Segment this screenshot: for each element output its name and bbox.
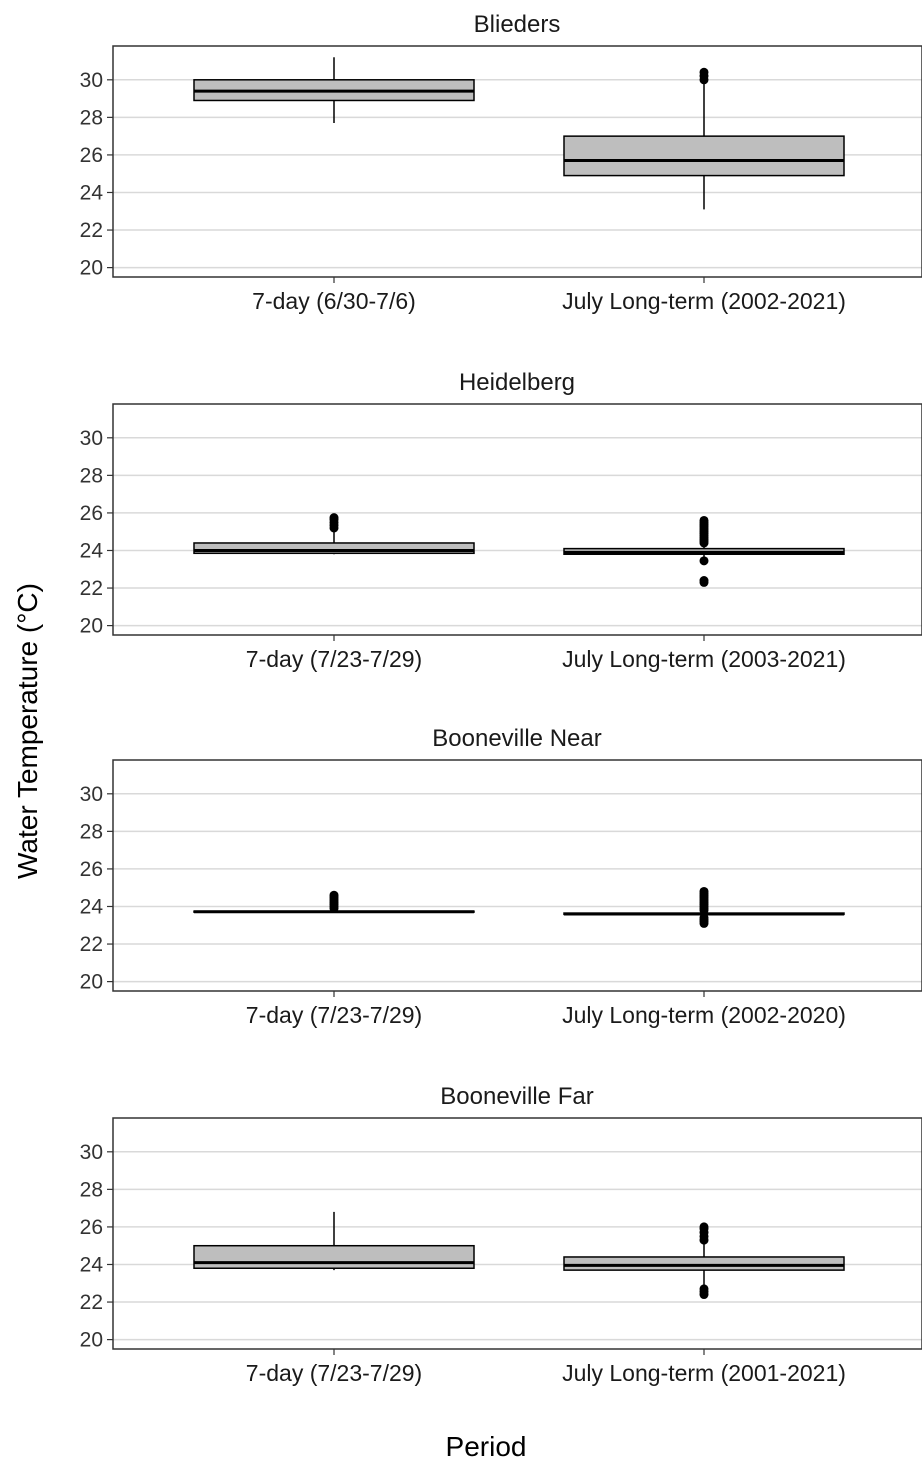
y-tick-label: 22 (80, 1291, 103, 1314)
x-tick-label: July Long-term (2001-2021) (562, 1360, 846, 1386)
y-tick-label: 24 (80, 1253, 104, 1276)
panels: Blieders 20 22 24 26 28 30 7-day (6/30-7/6) July… (80, 11, 922, 1386)
outlier-point (699, 1284, 709, 1294)
y-tick-label: 24 (80, 181, 104, 204)
panel-booneville-far: Booneville Far 20 22 24 26 28 30 7-day (7/23-7/… (80, 1083, 922, 1386)
x-tick-label: July Long-term (2003-2021) (562, 646, 846, 672)
x-tick-label: 7-day (7/23-7/29) (246, 1002, 422, 1028)
panel-heidelberg: Heidelberg 20 22 24 26 28 30 7-day (7/23-7/29) J… (80, 369, 922, 672)
panel-title: Booneville Far (440, 1083, 593, 1110)
y-tick-label: 26 (80, 1216, 103, 1239)
plot-border (112, 45, 922, 278)
y-tick-label: 26 (80, 502, 103, 525)
outlier-point (699, 1222, 709, 1232)
y-tick-label: 20 (80, 257, 103, 280)
plot-border (112, 1117, 922, 1350)
panel-title: Heidelberg (459, 369, 575, 396)
y-tick-label: 28 (80, 820, 103, 843)
y-tick-label: 22 (80, 219, 103, 242)
y-tick-label: 24 (80, 539, 104, 562)
y-tick-label: 20 (80, 615, 103, 638)
y-tick-label: 30 (80, 427, 103, 450)
y-tick-label: 30 (80, 783, 103, 806)
box (193, 542, 475, 555)
y-tick-label: 20 (80, 971, 103, 994)
y-tick-label: 28 (80, 1178, 103, 1201)
outlier-point (699, 515, 709, 525)
x-tick-label: July Long-term (2002-2021) (562, 288, 846, 314)
plot-border (112, 759, 922, 992)
y-tick-label: 30 (80, 69, 103, 92)
outlier-point (699, 918, 709, 928)
x-tick-label: July Long-term (2002-2020) (562, 1002, 846, 1028)
x-tick-label: 7-day (6/30-7/6) (252, 288, 416, 314)
box (193, 1244, 475, 1269)
x-tick-label: 7-day (7/23-7/29) (246, 1360, 422, 1386)
outlier-point (329, 513, 339, 523)
y-tick-label: 30 (80, 1141, 103, 1164)
panel-booneville-near: Booneville Near 20 22 24 26 28 30 7-day (7/23-7… (80, 725, 922, 1028)
x-tick-label: 7-day (7/23-7/29) (246, 646, 422, 672)
panel-title: Booneville Near (432, 725, 601, 752)
panel-blieders: Blieders 20 22 24 26 28 30 7-day (6/30-7/6) July… (80, 11, 922, 314)
y-axis-title: Water Temperature (°C) (12, 583, 43, 879)
y-tick-label: 28 (80, 106, 103, 129)
outlier-point (699, 886, 709, 896)
panel-title: Blieders (474, 11, 561, 38)
y-tick-label: 20 (80, 1329, 103, 1352)
box (563, 1256, 845, 1271)
y-tick-label: 26 (80, 144, 103, 167)
outlier-point (699, 556, 709, 566)
x-axis-title: Period (446, 1431, 527, 1462)
y-tick-label: 22 (80, 933, 103, 956)
y-tick-label: 24 (80, 895, 104, 918)
y-tick-label: 22 (80, 577, 103, 600)
y-tick-label: 26 (80, 858, 103, 881)
outlier-point (699, 576, 709, 586)
plot-border (112, 403, 922, 636)
y-tick-label: 28 (80, 464, 103, 487)
outlier-point (329, 890, 339, 900)
outlier-point (699, 67, 709, 77)
box (563, 135, 845, 177)
